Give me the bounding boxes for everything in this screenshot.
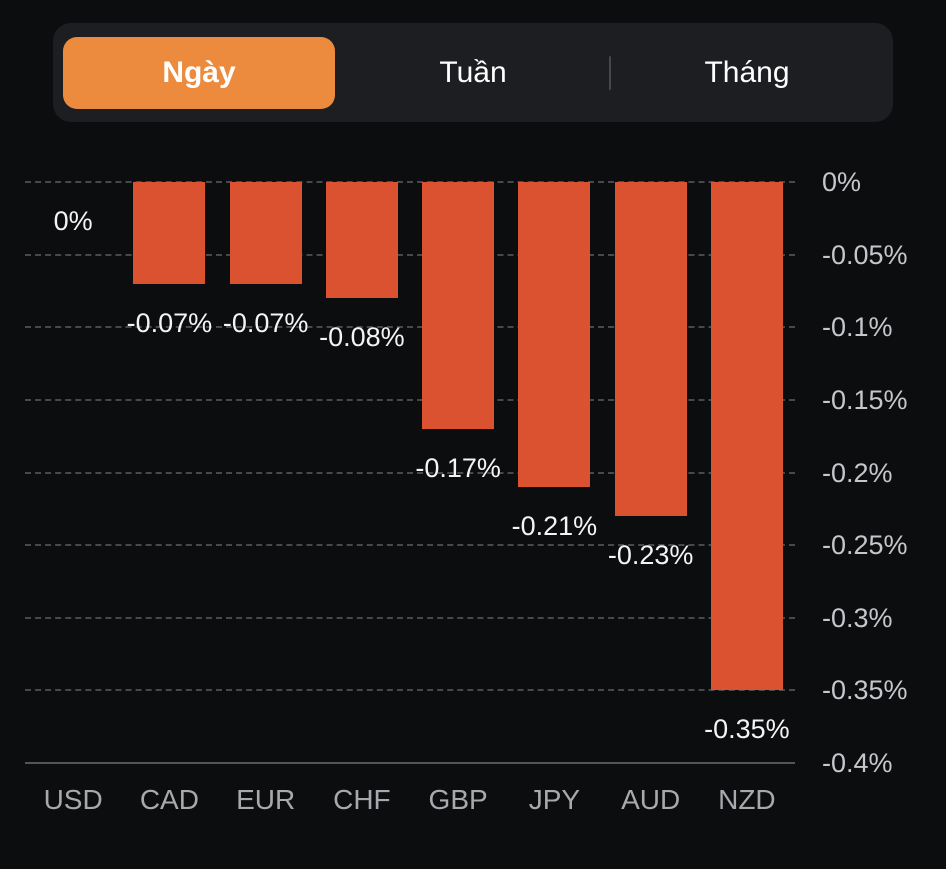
y-tick--0.2%: -0.2% xyxy=(822,457,893,488)
bar-EUR[interactable] xyxy=(229,182,302,284)
value-label-AUD: -0.23% xyxy=(607,540,694,571)
y-tick-0%: 0% xyxy=(822,167,862,197)
value-label-EUR: -0.07% xyxy=(222,307,309,338)
x-label-CHF: CHF xyxy=(333,784,391,815)
y-tick--0.35%: -0.35% xyxy=(822,675,908,706)
gridline--0.2% xyxy=(25,471,795,474)
x-label-EUR: EUR xyxy=(236,784,296,815)
value-label-CHF: -0.08% xyxy=(319,322,405,353)
bar-GBP[interactable] xyxy=(422,182,495,429)
bar-AUD[interactable] xyxy=(614,182,687,517)
x-label-CAD: CAD xyxy=(139,784,199,815)
gridline--0.3% xyxy=(25,616,795,619)
gridline-0% xyxy=(25,181,795,183)
value-label-CAD: -0.07% xyxy=(126,307,213,338)
gridline--0.05% xyxy=(25,253,795,256)
period-tabbar: Ngày Tuần Tháng xyxy=(53,23,893,122)
value-label-USD: 0% xyxy=(53,206,93,236)
gridline--0.35% xyxy=(25,689,795,692)
y-tick--0.1%: -0.1% xyxy=(822,312,893,343)
y-tick--0.4%: -0.4% xyxy=(822,748,893,778)
x-label-NZD: NZD xyxy=(718,784,776,815)
x-label-USD: USD xyxy=(43,784,103,815)
y-tick--0.15%: -0.15% xyxy=(822,384,908,415)
x-label-AUD: AUD xyxy=(621,784,681,815)
gridline--0.25% xyxy=(25,544,795,547)
x-label-GBP: GBP xyxy=(428,784,488,815)
y-tick--0.25%: -0.25% xyxy=(822,530,908,561)
bar-JPY[interactable] xyxy=(518,182,591,488)
gridline--0.15% xyxy=(25,398,795,401)
value-label-JPY: -0.21% xyxy=(511,511,598,542)
value-label-GBP: -0.17% xyxy=(415,452,501,483)
gridline--0.4% xyxy=(25,762,795,764)
gridline--0.1% xyxy=(25,326,795,329)
tab-week[interactable]: Tuần xyxy=(337,37,609,109)
x-label-JPY: JPY xyxy=(528,784,581,815)
tab-divider xyxy=(609,55,611,90)
bar-CAD[interactable] xyxy=(133,182,206,284)
bar-NZD[interactable] xyxy=(710,182,783,691)
y-tick--0.3%: -0.3% xyxy=(822,602,893,633)
y-tick--0.05%: -0.05% xyxy=(822,239,908,270)
value-label-NZD: -0.35% xyxy=(704,714,790,745)
tab-day[interactable]: Ngày xyxy=(63,36,335,109)
bar-CHF[interactable] xyxy=(325,182,398,299)
tab-month[interactable]: Tháng xyxy=(611,37,883,109)
